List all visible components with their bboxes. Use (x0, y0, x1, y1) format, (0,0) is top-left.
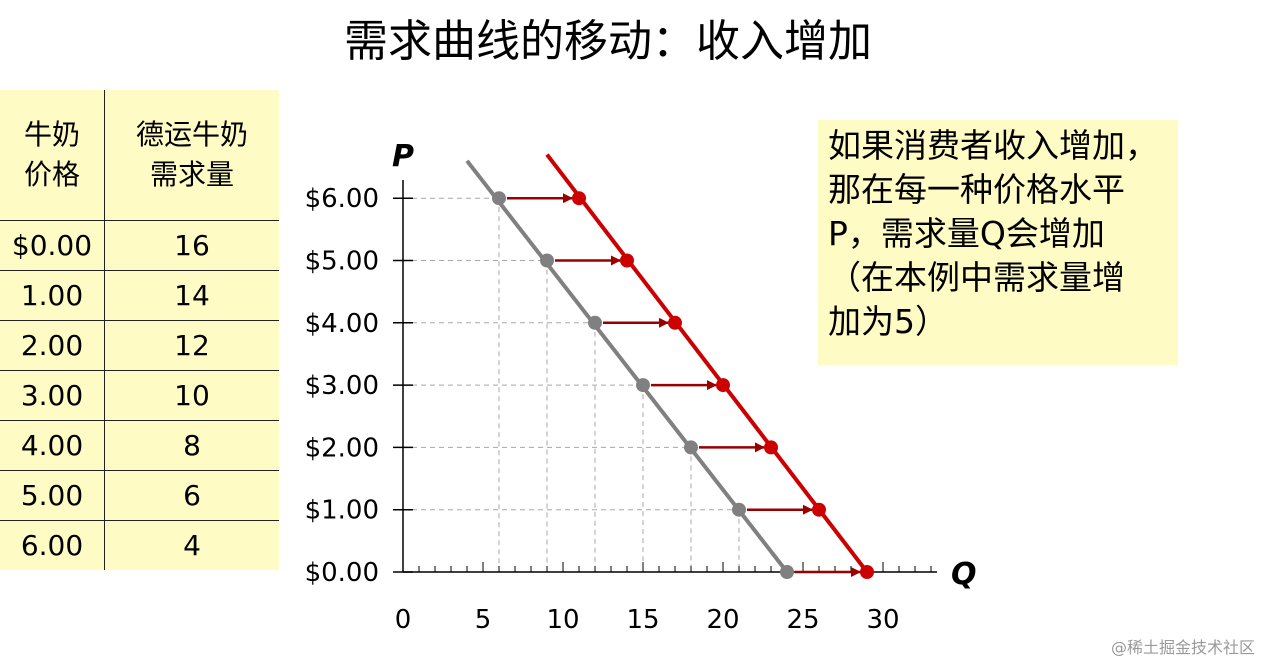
price-cell: $0.00 (0, 220, 105, 271)
x-tick-label: 5 (475, 605, 492, 635)
quantity-cell: 8 (104, 420, 279, 471)
y-tick-label: $2.00 (305, 433, 379, 463)
price-cell: 6.00 (0, 520, 105, 570)
shifted-demand-point (620, 253, 634, 268)
quantity-cell: 12 (104, 320, 279, 371)
price-cell: 5.00 (0, 470, 105, 521)
quantity-cell: 14 (104, 270, 279, 321)
x-tick-label: 15 (626, 605, 659, 635)
table-row: 4.00 8 (0, 420, 279, 471)
y-axis-label: P (392, 139, 414, 174)
x-tick-label: 20 (706, 605, 739, 635)
watermark: @稀土掘金技术社区 (1110, 638, 1255, 657)
original-demand-point (636, 378, 650, 393)
y-tick-label: $0.00 (305, 558, 379, 588)
y-tick-label: $4.00 (305, 309, 379, 339)
original-demand-point (492, 191, 506, 206)
original-demand-point (732, 502, 746, 517)
table-row: 3.00 10 (0, 370, 279, 421)
price-cell: 4.00 (0, 420, 105, 471)
original-demand-line (465, 159, 789, 574)
y-tick-label: $1.00 (305, 496, 379, 526)
table-row: 6.00 4 (0, 520, 279, 570)
header-price: 牛奶 价格 (0, 90, 105, 221)
original-demand-point (684, 440, 698, 455)
x-tick-label: 10 (546, 605, 579, 635)
y-tick-label: $3.00 (305, 371, 379, 401)
table-row: 5.00 6 (0, 470, 279, 521)
quantity-cell: 16 (104, 220, 279, 271)
explanation-text: 如果消费者收入增加， 那在每一种价格水平 P，需求量Q会增加 （在本例中需求量增… (828, 126, 1158, 341)
y-tick-label: $6.00 (305, 184, 379, 214)
quantity-cell: 4 (183, 529, 201, 562)
price-cell: 1.00 (0, 270, 105, 321)
y-tick-label: $5.00 (305, 247, 379, 277)
table-row: 1.00 14 (0, 270, 279, 321)
shifted-demand-point (812, 502, 826, 517)
original-demand-point (588, 315, 602, 330)
shifted-demand-point (764, 440, 778, 455)
price-cell: 3.00 (0, 370, 105, 421)
original-demand-point (540, 253, 554, 268)
price-cell: 2.00 (0, 320, 105, 371)
shifted-demand-point (668, 315, 682, 330)
x-tick-label: 25 (786, 605, 819, 635)
explanation-note: 如果消费者收入增加， 那在每一种价格水平 P，需求量Q会增加 （在本例中需求量增… (818, 120, 1178, 365)
original-demand-point (780, 565, 794, 579)
page-title: 需求曲线的移动：收入增加 (344, 16, 872, 67)
quantity-cell: 10 (104, 370, 279, 421)
shifted-demand-point (572, 191, 586, 206)
table-row: 2.00 12 (0, 320, 279, 371)
shifted-demand-point (860, 565, 874, 579)
x-tick-label: 0 (395, 605, 412, 635)
demand-schedule-table: 牛奶 价格 德运牛奶 需求量 $0.00 16 1.00 14 2.00 12 3.00 10 4.… (0, 90, 279, 570)
header-quantity: 德运牛奶 需求量 (104, 90, 279, 221)
x-axis-label: Q (951, 557, 977, 592)
quantity-cell: 6 (104, 470, 279, 521)
x-tick-label: 30 (866, 605, 899, 635)
shifted-demand-point (716, 378, 730, 393)
shifted-demand-line (545, 153, 869, 574)
table-row: $0.00 16 (0, 220, 279, 271)
